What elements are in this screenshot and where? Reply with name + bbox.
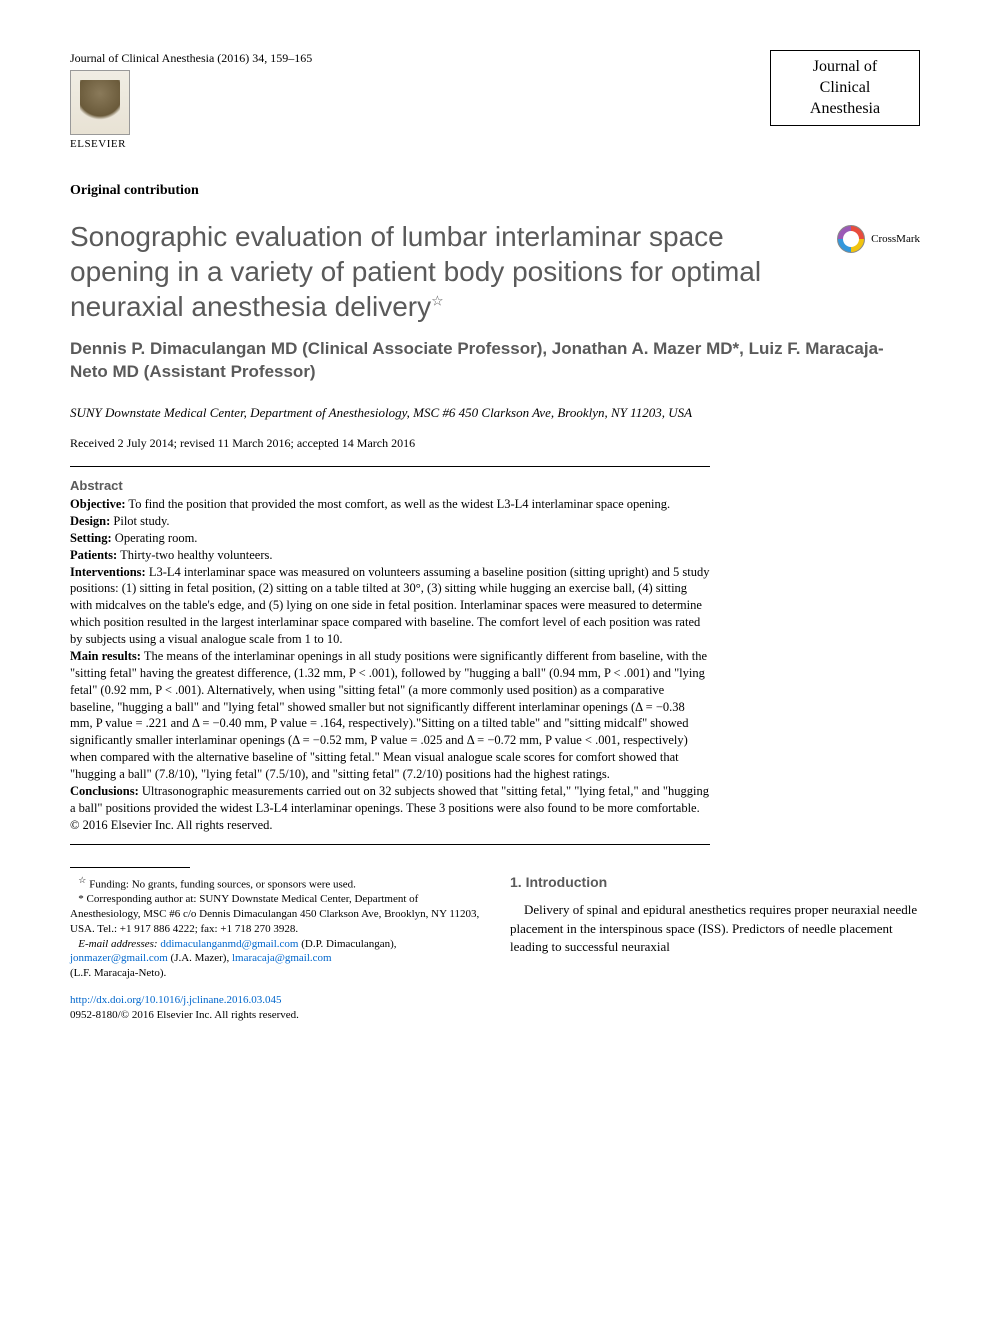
design-label: Design: xyxy=(70,514,110,528)
abstract-results: Main results: The means of the interlami… xyxy=(70,648,710,783)
email-label: E-mail addresses: xyxy=(78,938,157,950)
footnote-emails: E-mail addresses: ddimaculanganmd@gmail.… xyxy=(70,937,480,982)
journal-line-3: Anesthesia xyxy=(785,99,905,120)
results-text: The means of the interlaminar openings i… xyxy=(70,649,707,781)
abstract-design: Design: Pilot study. xyxy=(70,513,710,530)
setting-label: Setting: xyxy=(70,531,112,545)
doi-link[interactable]: http://dx.doi.org/10.1016/j.jclinane.201… xyxy=(70,994,282,1006)
email-person-2: (J.A. Mazer), xyxy=(168,952,232,964)
abstract-block: Abstract Objective: To find the position… xyxy=(70,477,710,834)
lower-columns: ☆ Funding: No grants, funding sources, o… xyxy=(70,853,920,1023)
objective-text: To find the position that provided the m… xyxy=(126,497,671,511)
journal-line-1: Journal of xyxy=(785,57,905,78)
intro-paragraph: Delivery of spinal and epidural anesthet… xyxy=(510,901,920,956)
footnote-rule xyxy=(70,867,190,868)
abstract-patients: Patients: Thirty-two healthy volunteers. xyxy=(70,547,710,564)
footnote-funding: ☆ Funding: No grants, funding sources, o… xyxy=(70,874,480,893)
corresponding-text: Corresponding author at: SUNY Downstate … xyxy=(70,893,479,935)
conclusions-text: Ultrasonographic measurements carried ou… xyxy=(70,784,709,815)
setting-text: Operating room. xyxy=(112,531,198,545)
objective-label: Objective: xyxy=(70,497,126,511)
affiliation: SUNY Downstate Medical Center, Departmen… xyxy=(70,404,920,422)
crossmark-badge[interactable]: CrossMark xyxy=(837,225,920,253)
page-header: Journal of Clinical Anesthesia (2016) 34… xyxy=(70,50,920,152)
journal-title-box: Journal of Clinical Anesthesia xyxy=(770,50,920,126)
footnote-corresponding: * Corresponding author at: SUNY Downstat… xyxy=(70,892,480,937)
patients-text: Thirty-two healthy volunteers. xyxy=(117,548,272,562)
footnotes: ☆ Funding: No grants, funding sources, o… xyxy=(70,874,480,982)
title-row: Sonographic evaluation of lumbar interla… xyxy=(70,219,920,324)
abstract-conclusions: Conclusions: Ultrasonographic measuremen… xyxy=(70,783,710,817)
rule-top xyxy=(70,466,710,467)
patients-label: Patients: xyxy=(70,548,117,562)
interventions-text: L3-L4 interlaminar space was measured on… xyxy=(70,565,709,647)
article-title: Sonographic evaluation of lumbar interla… xyxy=(70,219,770,324)
abstract-setting: Setting: Operating room. xyxy=(70,530,710,547)
abstract-interventions: Interventions: L3-L4 interlaminar space … xyxy=(70,564,710,648)
publisher-block: ELSEVIER xyxy=(70,70,312,152)
article-dates: Received 2 July 2014; revised 11 March 2… xyxy=(70,435,920,451)
rule-bottom xyxy=(70,844,710,845)
citation-line: Journal of Clinical Anesthesia (2016) 34… xyxy=(70,50,312,66)
email-person-1: (D.P. Dimaculangan), xyxy=(298,938,396,950)
footnote-column: ☆ Funding: No grants, funding sources, o… xyxy=(70,853,480,1023)
crossmark-label: CrossMark xyxy=(871,232,920,247)
email-link-2[interactable]: jonmazer@gmail.com xyxy=(70,952,168,964)
abstract-copyright: © 2016 Elsevier Inc. All rights reserved… xyxy=(70,817,710,834)
publisher-name: ELSEVIER xyxy=(70,137,126,152)
doi-block: http://dx.doi.org/10.1016/j.jclinane.201… xyxy=(70,993,480,1023)
email-link-1[interactable]: ddimaculanganmd@gmail.com xyxy=(160,938,298,950)
title-text: Sonographic evaluation of lumbar interla… xyxy=(70,221,761,322)
intro-heading: 1. Introduction xyxy=(510,873,920,892)
title-footnote-marker: ☆ xyxy=(431,293,444,309)
intro-column: 1. Introduction Delivery of spinal and e… xyxy=(510,853,920,1023)
journal-line-2: Clinical xyxy=(785,78,905,99)
interventions-label: Interventions: xyxy=(70,565,146,579)
crossmark-icon xyxy=(837,225,865,253)
issn-copyright: 0952-8180/© 2016 Elsevier Inc. All right… xyxy=(70,1009,299,1021)
article-type: Original contribution xyxy=(70,182,920,201)
funding-text: Funding: No grants, funding sources, or … xyxy=(86,878,355,890)
email-link-3[interactable]: lmaracaja@gmail.com xyxy=(232,952,332,964)
abstract-objective: Objective: To find the position that pro… xyxy=(70,496,710,513)
author-list: Dennis P. Dimaculangan MD (Clinical Asso… xyxy=(70,338,920,384)
design-text: Pilot study. xyxy=(110,514,169,528)
results-label: Main results: xyxy=(70,649,141,663)
email-person-3: (L.F. Maracaja-Neto). xyxy=(70,967,166,979)
header-left: Journal of Clinical Anesthesia (2016) 34… xyxy=(70,50,312,152)
conclusions-label: Conclusions: xyxy=(70,784,139,798)
elsevier-tree-icon xyxy=(70,70,130,135)
abstract-heading: Abstract xyxy=(70,477,710,495)
